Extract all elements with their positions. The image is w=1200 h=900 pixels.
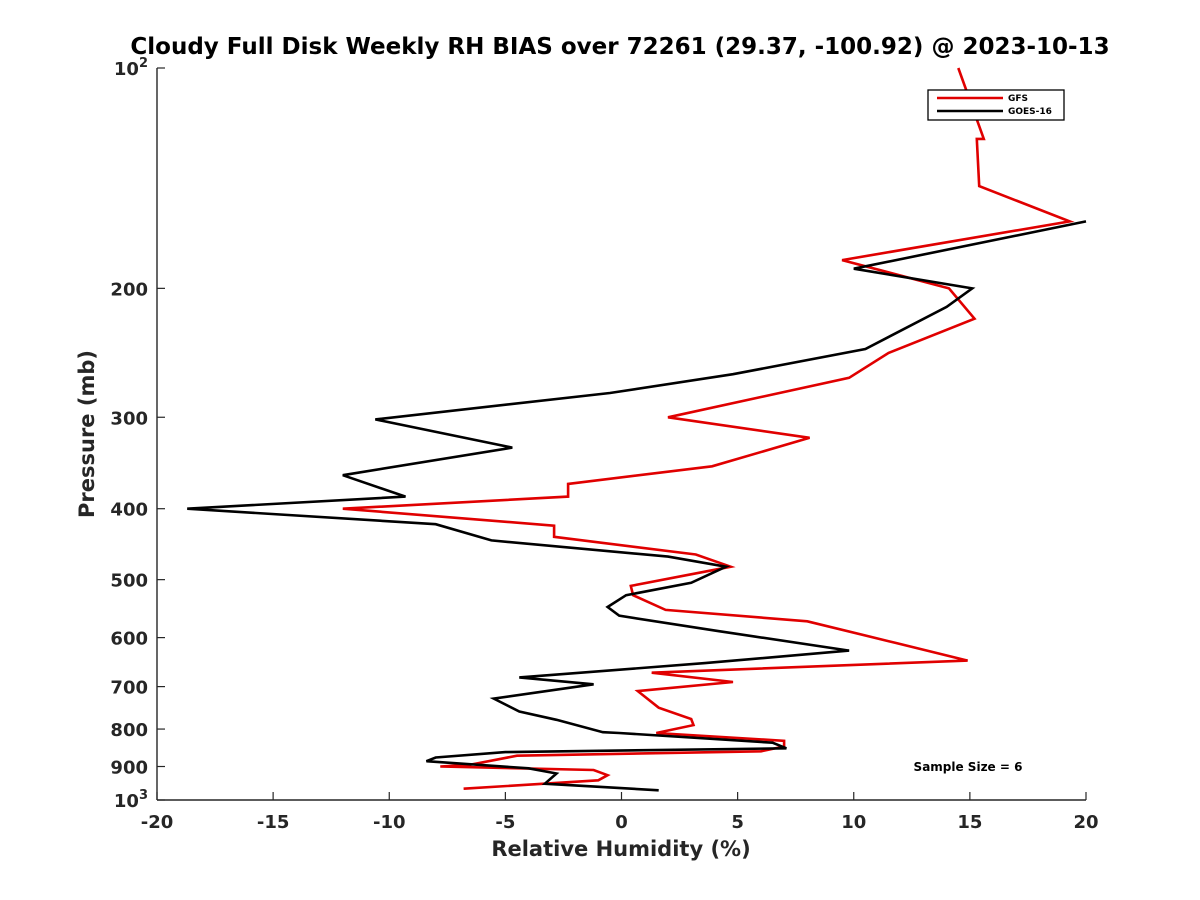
y-tick-label: 600 [110, 629, 148, 650]
y-tick-base: 10 [114, 59, 139, 80]
x-tick-label: -5 [495, 812, 515, 833]
legend: GFS GOES-16 [927, 89, 1065, 121]
sample-size-annotation: Sample Size = 6 [914, 760, 1023, 774]
series-line-goes-16 [187, 220, 1087, 792]
legend-label: GOES-16 [1008, 107, 1052, 117]
x-axis-label: Relative Humidity (%) [491, 837, 750, 861]
x-tick-label: -15 [257, 812, 290, 833]
y-tick-label: 200 [110, 279, 148, 300]
y-tick-label: 103 [114, 788, 148, 812]
y-tick-label: 900 [110, 758, 148, 779]
series-line-gfs [342, 67, 1075, 790]
y-tick-exponent: 2 [139, 56, 148, 71]
y-tick-label: 102 [114, 56, 148, 80]
x-tick-label: 10 [841, 812, 866, 833]
x-ticks: -20 -15 -10 -5 0 5 10 15 20 [141, 792, 1099, 833]
y-tick-label: 400 [110, 500, 148, 521]
x-tick-label: 15 [957, 812, 982, 833]
y-tick-exponent: 3 [139, 788, 148, 803]
y-tick-label: 300 [110, 408, 148, 429]
x-tick-label: 20 [1073, 812, 1098, 833]
x-tick-label: 5 [731, 812, 744, 833]
y-tick-label: 800 [110, 720, 148, 741]
x-tick-label: -10 [373, 812, 406, 833]
y-tick-base: 10 [114, 791, 139, 812]
series-layer [187, 67, 1087, 792]
plot-area [156, 68, 1086, 801]
legend-box [927, 89, 1065, 121]
legend-label: GFS [1008, 94, 1028, 104]
x-tick-label: 0 [615, 812, 628, 833]
chart-title: Cloudy Full Disk Weekly RH BIAS over 722… [130, 34, 1109, 60]
y-tick-label: 700 [110, 678, 148, 699]
x-tick-label: -20 [141, 812, 174, 833]
y-axis-label: Pressure (mb) [75, 350, 99, 518]
y-tick-label: 500 [110, 571, 148, 592]
